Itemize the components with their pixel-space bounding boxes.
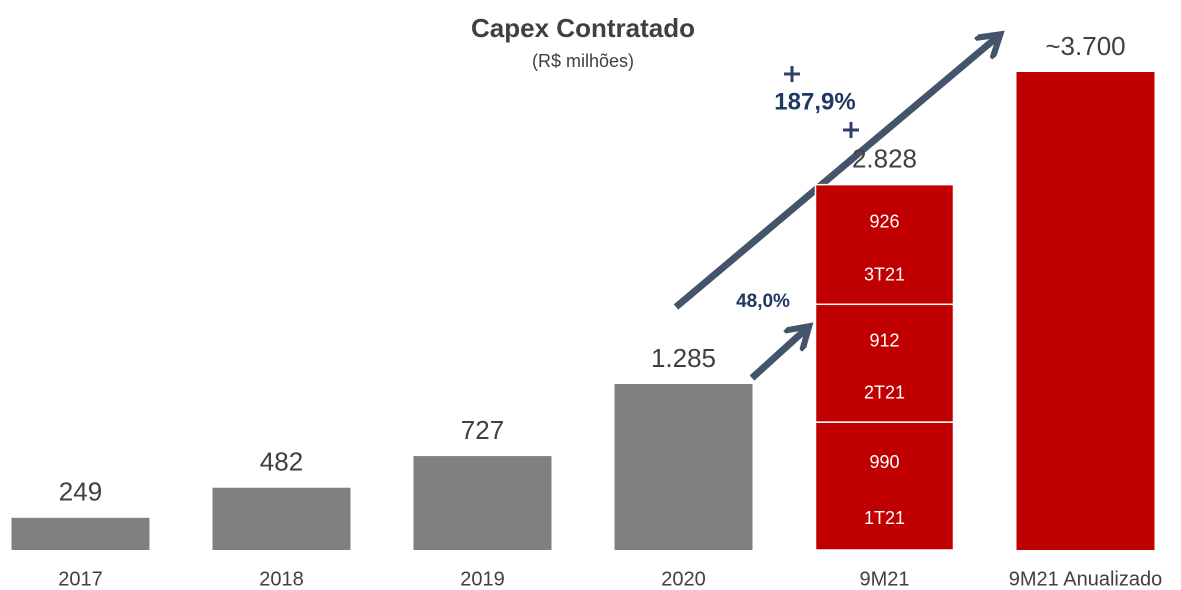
growth-arrow: [673, 38, 996, 310]
x-tick-label: 2020: [661, 568, 706, 590]
value-label: 249: [59, 477, 102, 507]
segment-value-label: 912: [869, 331, 899, 351]
bar-segment: [814, 183, 955, 306]
bar-segment: [814, 421, 955, 551]
value-label: 2.828: [852, 144, 917, 174]
growth-label: 48,0%: [736, 291, 790, 312]
x-tick-label: 2018: [259, 568, 304, 590]
growth-arrow: [749, 330, 805, 381]
value-label: 482: [260, 447, 303, 477]
x-tick-label: 2017: [58, 568, 103, 590]
x-tick-label: 2019: [460, 568, 505, 590]
bar-segment: [814, 303, 955, 423]
segment-name-label: 1T21: [864, 508, 905, 528]
segment-value-label: 926: [869, 212, 899, 232]
value-label: ~3.700: [1045, 31, 1125, 61]
value-label: 727: [461, 415, 504, 445]
x-tick-label: 9M21 Anualizado: [1009, 568, 1162, 590]
plus-icon: [784, 66, 859, 138]
chart-subtitle: (R$ milhões): [532, 51, 634, 71]
x-tick-label: 9M21: [859, 568, 909, 590]
bar: [11, 517, 150, 550]
bar: [614, 383, 753, 550]
segment-name-label: 2T21: [864, 383, 905, 403]
segment-name-label: 3T21: [864, 264, 905, 284]
growth-label: 187,9%: [774, 88, 855, 115]
value-label: 1.285: [651, 343, 716, 373]
bar: [212, 487, 351, 550]
bar: [413, 456, 552, 550]
segment-value-label: 990: [869, 452, 899, 472]
bar: [1016, 72, 1155, 550]
chart-title: Capex Contratado: [471, 13, 695, 43]
